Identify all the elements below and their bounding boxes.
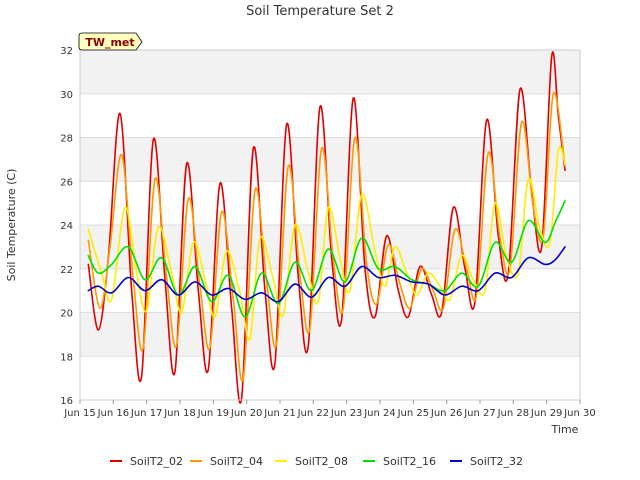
site-badge-label: TW_met xyxy=(85,36,134,49)
plot-band xyxy=(80,356,580,400)
x-tick-label: Jun 29 xyxy=(530,408,563,419)
legend: SoilT2_02 SoilT2_04 SoilT2_08 SoilT2_16 Soil… xyxy=(110,455,523,468)
y-tick-label: 20 xyxy=(60,309,73,320)
y-axis-label: Soil Temperature (C) xyxy=(5,169,18,282)
x-tick-label: Jun 18 xyxy=(163,408,196,419)
x-tick-label: Jun 27 xyxy=(463,408,496,419)
site-badge: TW_met xyxy=(78,32,143,51)
plot-band xyxy=(80,312,580,357)
y-axis-ticks: 16 18 20 22 24 26 28 30 32 xyxy=(60,46,73,407)
x-tick-label: Jun 19 xyxy=(197,408,230,419)
legend-label-soilt2-04: SoilT2_04 xyxy=(210,455,263,468)
y-tick-label: 32 xyxy=(60,46,73,57)
series-line-soilt2-16 xyxy=(87,200,566,318)
legend-label-soilt2-02: SoilT2_02 xyxy=(130,455,183,468)
series-line-soilt2-02 xyxy=(87,51,566,404)
plot-band xyxy=(80,137,580,182)
y-tick-label: 24 xyxy=(60,221,73,232)
y-tick-label: 30 xyxy=(60,90,73,101)
chart-title: Soil Temperature Set 2 xyxy=(246,4,394,19)
series-line-soilt2-04 xyxy=(87,91,566,382)
y-tick-label: 28 xyxy=(60,134,73,145)
x-tick-label: Jun 17 xyxy=(130,408,163,419)
x-tick-label: Jun 20 xyxy=(230,408,263,419)
y-tick-label: 26 xyxy=(60,177,73,188)
x-tick-label: Jun 24 xyxy=(363,408,396,419)
x-axis-ticks: Jun 15 Jun 16 Jun 17 Jun 18 Jun 19 Jun 20 Jun … xyxy=(63,400,596,419)
x-tick-label: Jun 22 xyxy=(297,408,330,419)
site-badge-shape xyxy=(78,32,143,51)
legend-label-soilt2-32: SoilT2_32 xyxy=(470,455,523,468)
x-tick-label: Jun 25 xyxy=(397,408,430,419)
plot-band xyxy=(80,50,580,94)
legend-label-soilt2-08: SoilT2_08 xyxy=(295,455,348,468)
legend-label-soilt2-16: SoilT2_16 xyxy=(383,455,436,468)
plot-band xyxy=(80,93,580,138)
x-tick-label: Jun 21 xyxy=(263,408,296,419)
y-tick-label: 22 xyxy=(60,265,73,276)
x-tick-label: Jun 23 xyxy=(330,408,363,419)
plot-band xyxy=(80,268,580,313)
series-layer xyxy=(87,51,566,404)
series-line-soilt2-08 xyxy=(87,146,566,341)
x-tick-label: Jun 30 xyxy=(563,408,596,419)
x-tick-label: Jun 26 xyxy=(430,408,463,419)
y-tick-label: 18 xyxy=(60,352,73,363)
x-tick-label: Jun 16 xyxy=(97,408,130,419)
x-tick-label: Jun 28 xyxy=(497,408,530,419)
x-axis-label: Time xyxy=(551,423,579,436)
x-tick-label: Jun 15 xyxy=(63,408,96,419)
y-tick-label: 16 xyxy=(60,396,73,407)
series-line-soilt2-32 xyxy=(87,246,566,303)
plot-frame xyxy=(79,49,581,401)
